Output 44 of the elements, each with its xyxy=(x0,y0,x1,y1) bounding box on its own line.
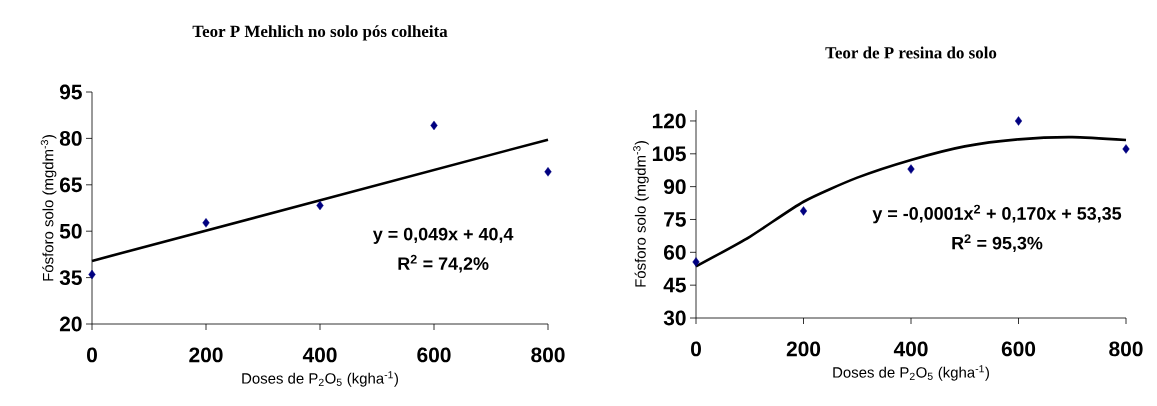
y-axis-title: Fósforo solo (mgdm$^{-3}$) xyxy=(40,135,57,281)
annotation: R$^{2}$ = 74,2% xyxy=(398,254,489,273)
y-tick-label: 60 xyxy=(663,244,686,260)
point xyxy=(202,218,210,228)
y-tick-label: 95 xyxy=(59,84,82,100)
point xyxy=(544,167,552,177)
x-tick-label: 600 xyxy=(417,347,451,363)
point xyxy=(692,257,700,267)
y-axis-title: Fósforo solo (mgdm$^{-3}$) xyxy=(633,141,649,287)
x-axis-title: Doses de P$_{2}$O$_{5}$ (kgha$^{-1}$) xyxy=(833,365,989,381)
line-series xyxy=(694,135,1128,268)
y-tick-label: 105 xyxy=(652,146,686,162)
x-tick-label: 0 xyxy=(691,341,701,357)
y-tick-label: 50 xyxy=(59,223,82,239)
x-tick-label: 600 xyxy=(1001,341,1036,357)
point xyxy=(799,206,808,216)
x-tick-label: 200 xyxy=(189,347,223,363)
x-tick-label: 400 xyxy=(893,341,928,357)
y-tick-label: 75 xyxy=(664,212,686,227)
x-tick-label: 400 xyxy=(302,347,337,363)
point xyxy=(1014,116,1023,126)
x-tick-label: 200 xyxy=(786,341,821,357)
x-tick-label: 800 xyxy=(1109,341,1143,357)
y-tick-label: 20 xyxy=(59,316,82,332)
point xyxy=(907,164,915,174)
y-tick-label: 80 xyxy=(59,130,82,146)
chart-title: Teor de P resina do solo xyxy=(825,46,997,59)
point xyxy=(430,120,438,131)
y-tick-label: 65 xyxy=(59,177,82,193)
y-tick-label: 35 xyxy=(59,270,82,286)
y-tick-label: 120 xyxy=(652,113,686,129)
chart-title: Teor P Mehlich no solo pós colheita xyxy=(192,25,448,41)
y-tick-label: 90 xyxy=(663,179,686,195)
point xyxy=(1122,144,1130,154)
x-axis-title: Doses de P$_{2}$O$_{5}$ (kgha$^{-1}$) xyxy=(242,371,398,387)
y-tick-label: 45 xyxy=(663,277,686,293)
point xyxy=(316,200,324,211)
point xyxy=(88,269,96,280)
annotation: y = -0,0001x$^{2}$ + 0,170x + 53,35 xyxy=(872,204,1122,224)
annotation: R$^{2}$ = 95,3% xyxy=(952,234,1043,253)
annotation: y = 0,049x + 40,4 xyxy=(372,227,514,244)
y-tick-label: 30 xyxy=(663,310,686,326)
x-tick-label: 0 xyxy=(87,347,97,363)
x-tick-label: 800 xyxy=(531,347,565,363)
